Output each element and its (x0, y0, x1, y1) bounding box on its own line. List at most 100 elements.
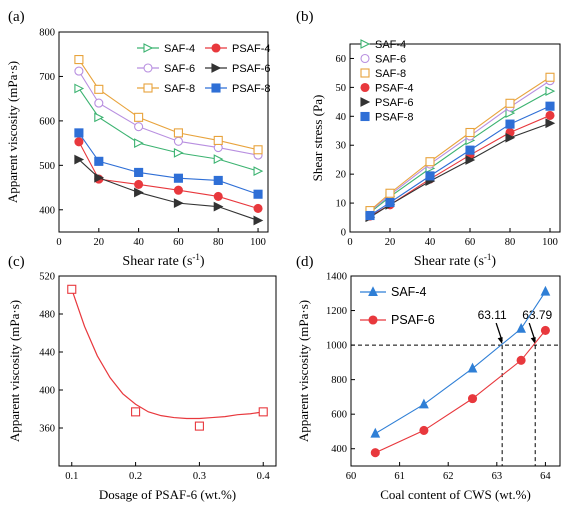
annotation-label: 63.11 (478, 308, 507, 322)
data-point (74, 154, 85, 165)
y-tick-label: 700 (39, 72, 55, 83)
y-tick-label: 40 (336, 112, 347, 123)
data-point (173, 185, 183, 195)
legend-marker (360, 111, 370, 122)
data-point (253, 203, 263, 213)
legend-marker (368, 315, 378, 325)
data-point (94, 84, 104, 94)
legend-marker (211, 43, 221, 53)
y-axis-label: Apparent viscosity (mPa·s) (296, 300, 311, 442)
data-point (213, 135, 223, 145)
data-point (74, 55, 84, 65)
series-line (78, 159, 259, 221)
legend-item: PSAF-4 (360, 82, 414, 95)
legend-label: SAF-8 (375, 68, 406, 80)
legend-marker (211, 63, 222, 73)
y-tick-label: 1200 (326, 306, 347, 317)
data-point (173, 128, 183, 138)
x-tick-label: 80 (213, 237, 224, 248)
legend-marker (143, 43, 154, 53)
panel-label-a: (a) (8, 9, 25, 25)
x-tick-label: 0 (347, 237, 352, 248)
data-point (505, 119, 515, 129)
y-tick-label: 10 (336, 199, 347, 210)
x-tick-label: 61 (394, 471, 405, 482)
y-tick-label: 30 (336, 141, 347, 152)
data-point (258, 407, 268, 417)
data-point (94, 112, 105, 123)
data-point (94, 172, 105, 183)
legend-marker (143, 63, 153, 73)
data-point (465, 155, 476, 165)
annotation-arrowhead (497, 337, 503, 345)
data-point (505, 132, 516, 143)
plot-frame (58, 275, 277, 467)
series-psaf-6 (370, 325, 550, 458)
y-tick-label: 20 (336, 170, 347, 181)
series-line (78, 59, 259, 151)
y-tick-label: 400 (39, 205, 55, 216)
data-point (425, 157, 435, 167)
series-saf-6 (74, 66, 263, 160)
data-point (173, 147, 184, 158)
data-point (370, 448, 380, 458)
data-point (365, 210, 375, 221)
data-point (134, 122, 144, 132)
data-point (545, 118, 556, 129)
data-point (425, 171, 435, 181)
data-point (74, 66, 84, 76)
data-point (370, 427, 381, 438)
y-tick-label: 600 (331, 410, 347, 421)
x-tick-label: 62 (443, 471, 454, 482)
data-point (74, 128, 84, 138)
legend-label: SAF-4 (164, 43, 195, 55)
legend-marker (360, 82, 370, 93)
legend-item: SAF-8 (360, 68, 406, 80)
y-tick-label: 400 (39, 386, 55, 397)
legend-item: PSAF-6 (360, 313, 435, 327)
data-point (134, 112, 144, 122)
plot-frame (58, 31, 269, 233)
y-tick-label: 60 (336, 54, 347, 65)
legend-marker (360, 53, 370, 64)
data-point (94, 156, 104, 166)
legend-label: SAF-8 (164, 83, 195, 95)
series-line (369, 90, 551, 214)
data-point (516, 322, 527, 333)
legend-item: PSAF-8 (205, 83, 271, 95)
legend-label: PSAF-8 (375, 112, 414, 124)
x-tick-label: 0.3 (193, 471, 206, 482)
data-point (173, 136, 183, 146)
legend-item: SAF-6 (137, 63, 195, 75)
series-psaf-6 (74, 154, 264, 226)
panel-label-c: (c) (8, 254, 25, 270)
data-point (253, 189, 263, 199)
legend-marker (360, 97, 371, 107)
x-axis-label: Shear rate (s-1) (122, 252, 204, 269)
legend-label: SAF-6 (164, 63, 195, 75)
legend-label: SAF-4 (375, 39, 406, 51)
series-psaf-8 (365, 101, 555, 221)
legend-item: SAF-4 (360, 285, 426, 299)
series-line (78, 132, 259, 195)
data-point (134, 179, 144, 189)
legend-label: PSAF-6 (232, 63, 271, 75)
legend: SAF-4 PSAF-6 (360, 285, 435, 327)
data-point (213, 201, 224, 212)
data-point (94, 98, 104, 108)
panel-label-d: (d) (296, 254, 314, 270)
data-point (213, 154, 224, 165)
x-axis-label: Coal content of CWS (wt.%) (380, 487, 531, 502)
data-point (465, 145, 475, 155)
plot-frame (350, 275, 561, 467)
data-point (545, 101, 555, 111)
data-point (134, 167, 144, 177)
series-data (67, 284, 268, 431)
legend-marker (368, 286, 378, 297)
series-line (375, 330, 546, 454)
x-axis-label: Dosage of PSAF-6 (wt.%) (99, 487, 236, 502)
data-point (253, 166, 264, 177)
legend: SAF-4 PSAF-4 SAF-6 PSAF-6 SAF-8 PSAF-8 (137, 43, 271, 95)
data-point (194, 421, 204, 431)
